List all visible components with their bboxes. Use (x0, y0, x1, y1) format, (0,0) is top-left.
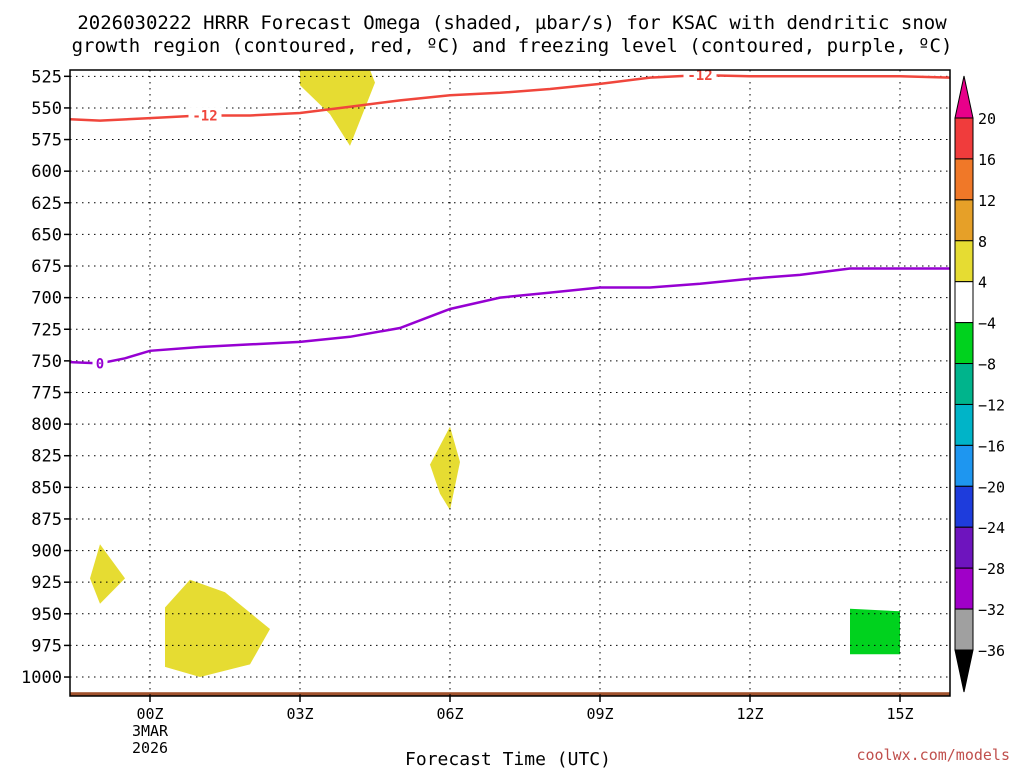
colorbar-label-1: 16 (978, 151, 996, 169)
credit-text: coolwx.com/models (856, 746, 1010, 764)
colorbar-swatch-12 (954, 608, 974, 651)
xtick-label-12Z: 12Z (736, 705, 763, 723)
contour-label-freezing: 0 (96, 356, 104, 372)
colorbar-label-4: 4 (978, 274, 987, 292)
chart-title-line-1: 2026030222 HRRR Forecast Omega (shaded, … (77, 12, 947, 34)
xtick-label-00Z: 00Z (136, 705, 163, 723)
colorbar-swatch-6 (954, 363, 974, 405)
omega-shading (90, 70, 900, 677)
shade-omega-4to8-d (165, 579, 270, 677)
colorbar-label-5: −4 (978, 315, 996, 333)
ytick-label-825: 825 (31, 447, 62, 467)
ytick-label-875: 875 (31, 510, 62, 530)
ytick-label-550: 550 (31, 99, 62, 119)
colorbar-swatch-0 (954, 117, 974, 160)
shade-omega-4to8-c (90, 544, 125, 604)
colorbar-label-8: −16 (978, 437, 1005, 455)
contour-label-dgz-2: -12 (687, 68, 712, 84)
ytick-label-1000: 1000 (21, 668, 62, 688)
contour-freezing_0C (69, 267, 950, 365)
colorbar-swatch-2 (954, 199, 974, 242)
ytick-label-675: 675 (31, 257, 62, 277)
contour-label-dgz-2-bg (683, 67, 717, 84)
ytick-label-800: 800 (31, 415, 62, 435)
chart-title-line-2: growth region (contoured, red, ºC) and f… (71, 35, 953, 57)
ytick-label-950: 950 (31, 605, 62, 625)
terrain-layer (70, 692, 950, 696)
colorbar-swatch-10 (954, 526, 974, 569)
ytick-label-700: 700 (31, 289, 62, 309)
ytick-label-975: 975 (31, 636, 62, 656)
colorbar-label-11: −28 (978, 560, 1005, 578)
plot-frame (69, 69, 951, 697)
ytick-label-775: 775 (31, 383, 62, 403)
contour-lines: -12 -12 0 (69, 67, 951, 372)
ytick-label-725: 725 (31, 320, 62, 340)
ytick-label-900: 900 (31, 542, 62, 562)
colorbar-swatch-3 (954, 240, 974, 283)
colorbar: 20 16 12 8 4 −4 −8 −12 −16 −20 −24 −28 −32 −36 (954, 75, 1005, 693)
xtick-sublabel-year: 2026 (132, 739, 168, 757)
colorbar-label-9: −20 (978, 478, 1005, 496)
gridlines (70, 70, 950, 696)
colorbar-label-10: −24 (978, 519, 1005, 537)
y-axis: 525 550 575 600 625 650 675 700 725 750 775 800 825 8… (21, 67, 70, 688)
colorbar-label-13: −36 (978, 642, 1005, 660)
contour-label-freezing-bg (92, 355, 108, 372)
xtick-label-09Z: 09Z (586, 705, 613, 723)
ytick-label-925: 925 (31, 573, 62, 593)
colorbar-label-7: −12 (978, 396, 1005, 414)
colorbar-label-12: −32 (978, 601, 1005, 619)
colorbar-swatch-7 (954, 403, 974, 446)
xtick-label-06Z: 06Z (436, 705, 463, 723)
colorbar-swatch-5 (954, 322, 974, 365)
contour-label-dgz-1-bg (188, 107, 222, 124)
contour-label-dgz-1: -12 (192, 109, 217, 125)
ytick-label-625: 625 (31, 194, 62, 214)
colorbar-label-2: 12 (978, 192, 996, 210)
shade-omega-neg4to-8 (850, 608, 900, 655)
ytick-label-525: 525 (31, 67, 62, 87)
colorbar-bottom-arrow (954, 649, 974, 693)
shade-omega-4to8-b (430, 426, 460, 511)
ytick-label-650: 650 (31, 225, 62, 245)
terrain-band (70, 692, 950, 696)
ytick-label-850: 850 (31, 478, 62, 498)
ytick-label-575: 575 (31, 131, 62, 151)
ytick-label-600: 600 (31, 162, 62, 182)
colorbar-swatch-4 (954, 281, 974, 324)
colorbar-top-arrow (954, 75, 974, 119)
colorbar-label-0: 20 (978, 110, 996, 128)
colorbar-swatch-9 (954, 485, 974, 528)
colorbar-swatch-11 (954, 567, 974, 610)
colorbar-label-6: −8 (978, 356, 996, 374)
xtick-label-15Z: 15Z (886, 705, 913, 723)
colorbar-label-3: 8 (978, 233, 987, 251)
xtick-label-03Z: 03Z (286, 705, 313, 723)
x-axis-label: Forecast Time (UTC) (405, 749, 611, 768)
ytick-label-750: 750 (31, 352, 62, 372)
colorbar-swatch-8 (954, 444, 974, 487)
colorbar-swatch-1 (954, 158, 974, 201)
xtick-sublabel-date: 3MAR (132, 722, 169, 740)
